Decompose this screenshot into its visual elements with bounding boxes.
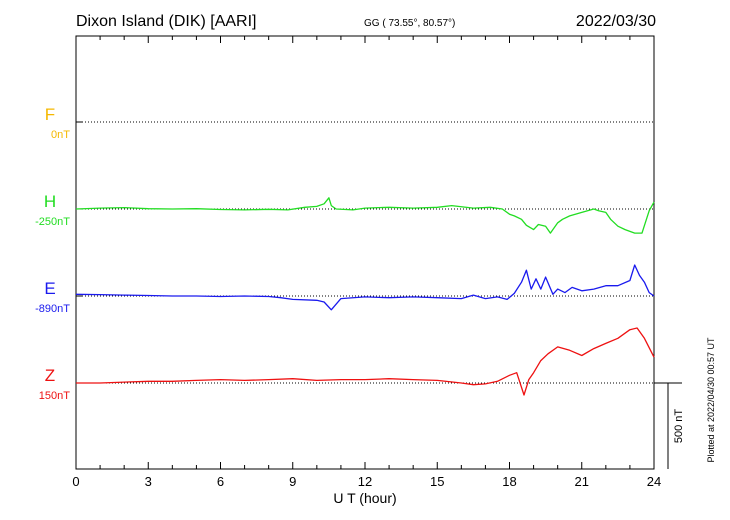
trace-h <box>75 197 655 234</box>
geographic-coordinates: GG ( 73.55°, 80.57°) <box>364 18 455 29</box>
x-tick-label-6: 6 <box>217 474 224 489</box>
x-tick-label-18: 18 <box>502 474 516 489</box>
series-layer: F 0nT H -250nT E -890nT Z 150nT <box>35 105 655 402</box>
baseline-lines <box>76 121 654 384</box>
baseline-value-z: 150nT <box>39 390 70 402</box>
baseline-value-e: -890nT <box>35 303 70 315</box>
station-title: Dixon Island (DIK) [AARI] <box>76 13 257 30</box>
scale-bar-label: 500 nT <box>673 409 685 444</box>
x-tick-label-24: 24 <box>647 474 661 489</box>
component-label-f: F <box>45 105 55 124</box>
baseline-value-h: -250nT <box>35 216 70 228</box>
x-axis-label: U T (hour) <box>333 490 396 506</box>
baseline-value-f: 0nT <box>51 129 70 141</box>
x-tick-label-12: 12 <box>358 474 372 489</box>
x-tick-label-15: 15 <box>430 474 444 489</box>
plot-frame <box>75 35 655 470</box>
x-tick-label-9: 9 <box>289 474 296 489</box>
date-label: 2022/03/30 <box>576 13 656 30</box>
component-label-e: E <box>44 279 55 298</box>
plotted-timestamp: Plotted at 2022/04/30 00:57 UT <box>706 337 716 463</box>
x-tick-label-3: 3 <box>145 474 152 489</box>
x-tick-label-21: 21 <box>575 474 589 489</box>
x-tick-label-0: 0 <box>72 474 79 489</box>
component-label-h: H <box>44 192 56 211</box>
component-label-z: Z <box>45 366 55 385</box>
trace-e <box>75 264 655 311</box>
x-axis-ticks: 0 3 6 9 12 15 18 21 24 <box>72 36 661 489</box>
trace-z <box>76 327 655 396</box>
scale-bar: 500 nT <box>654 382 685 469</box>
